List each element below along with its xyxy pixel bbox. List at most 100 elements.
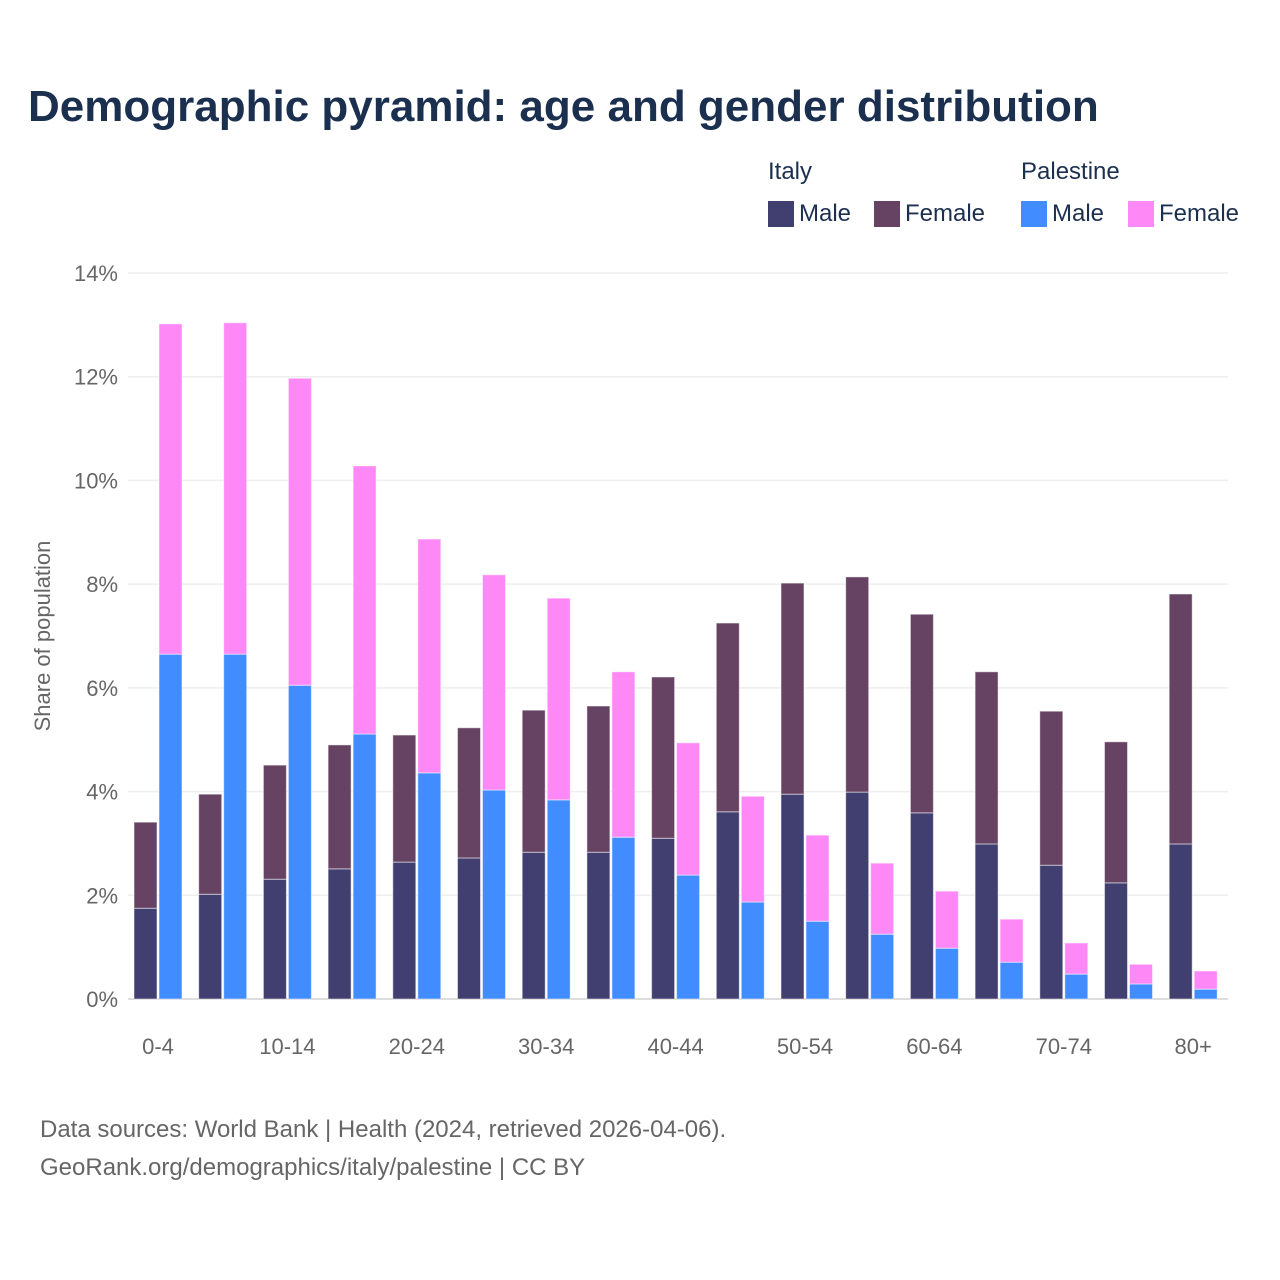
bar-italy-female (392, 734, 417, 863)
bar-italy-male (1104, 882, 1128, 1000)
bar-palestine-female (611, 671, 636, 838)
bar-italy-female (845, 576, 870, 793)
bar-palestine-female (805, 834, 830, 922)
bar-palestine-female (417, 538, 442, 774)
legend-palestine-male[interactable]: Male (1021, 200, 1104, 228)
y-tick-label: 0% (86, 987, 118, 1012)
legend-swatch (874, 201, 900, 227)
x-tick-label: 70-74 (1036, 1034, 1092, 1059)
bar-palestine-female (676, 742, 701, 876)
bar-italy-female (198, 793, 223, 895)
footer-credit[interactable]: GeoRank.org/demographics/italy/palestine… (40, 1154, 586, 1181)
y-tick-label: 6% (86, 676, 118, 701)
bar-italy-female (327, 744, 352, 870)
bar-palestine-female (740, 795, 765, 903)
x-tick-label: 60-64 (906, 1034, 962, 1059)
x-tick-label: 30-34 (518, 1034, 574, 1059)
bar-italy-female (715, 622, 740, 813)
bar-italy-female (651, 676, 676, 839)
bar-italy-male (651, 837, 676, 1000)
bar-italy-female (974, 671, 999, 845)
bar-italy-female (586, 705, 611, 853)
bar-palestine-female (870, 862, 895, 935)
bar-italy-male (715, 811, 740, 1000)
bar-italy-male (198, 893, 223, 1000)
y-axis-label: Share of population (30, 541, 55, 732)
bar-italy-female (1168, 593, 1193, 845)
legend-swatch (1021, 201, 1047, 227)
bar-italy-male (392, 861, 417, 1000)
bar-palestine-female (934, 890, 959, 949)
bar-palestine-female (287, 377, 312, 686)
bar-palestine-female (999, 918, 1024, 963)
legend-group-italy: Italy (768, 158, 813, 185)
x-tick-label: 50-54 (777, 1034, 833, 1059)
bar-italy-male (133, 907, 158, 1000)
bar-palestine-female (482, 574, 506, 791)
y-tick-label: 14% (74, 261, 118, 286)
legend-italy-female[interactable]: Female (874, 200, 985, 228)
bar-palestine-male (870, 933, 895, 1000)
bar-palestine-male (934, 947, 959, 1000)
bar-italy-female (133, 821, 158, 909)
bar-italy-male (327, 868, 352, 1000)
bar-italy-female (1104, 741, 1128, 884)
chart-title: Demographic pyramid: age and gender dist… (28, 82, 1099, 131)
bar-palestine-male (1064, 973, 1089, 1000)
bar-italy-female (909, 613, 934, 814)
bar-palestine-male (223, 653, 248, 1000)
bar-italy-female (1039, 710, 1064, 866)
x-tick-label: 20-24 (389, 1034, 445, 1059)
bar-palestine-female (1064, 942, 1089, 975)
x-tick-label: 40-44 (647, 1034, 703, 1059)
x-tick-label: 10-14 (259, 1034, 315, 1059)
bar-palestine-male (1129, 983, 1153, 1000)
bar-palestine-male (805, 920, 830, 1000)
bar-palestine-male (999, 961, 1024, 1000)
bar-italy-female (262, 764, 287, 880)
bar-palestine-female (158, 323, 183, 655)
legend-label: Female (1159, 200, 1240, 227)
bar-palestine-male (417, 772, 442, 1000)
x-tick-label: 80+ (1175, 1034, 1212, 1059)
bar-palestine-male (546, 799, 571, 1000)
y-tick-label: 12% (74, 365, 118, 390)
legend-label: Male (799, 200, 852, 227)
bar-palestine-male (158, 653, 183, 1000)
legend-italy-male[interactable]: Male (768, 200, 851, 228)
bar-palestine-male (611, 836, 636, 1000)
bar-palestine-female (1193, 970, 1218, 990)
y-tick-label: 10% (74, 468, 118, 493)
bar-italy-male (909, 812, 934, 1000)
bar-italy-male (1168, 843, 1193, 1000)
bar-palestine-female (223, 322, 248, 655)
y-tick-label: 2% (86, 883, 118, 908)
bar-italy-male (845, 791, 870, 1000)
legend-label: Female (905, 200, 986, 227)
bar-palestine-male (482, 789, 506, 1000)
bar-italy-male (780, 793, 805, 1000)
bar-palestine-female (1129, 963, 1153, 985)
bar-palestine-female (546, 597, 571, 801)
bar-palestine-male (676, 874, 701, 1000)
legend-palestine-female[interactable]: Female (1128, 200, 1239, 228)
bar-palestine-male (287, 684, 312, 1000)
bar-italy-male (521, 851, 546, 1000)
bar-italy-male (262, 878, 287, 1000)
y-tick-label: 8% (86, 572, 118, 597)
bar-italy-female (780, 582, 805, 795)
bar-palestine-male (740, 901, 765, 1000)
legend-group-palestine: Palestine (1021, 158, 1120, 185)
bar-italy-male (1039, 864, 1064, 1000)
bar-palestine-female (352, 465, 377, 735)
bar-palestine-male (1193, 988, 1218, 1000)
legend-swatch (1128, 201, 1154, 227)
bar-palestine-male (352, 733, 377, 1000)
x-tick-label: 0-4 (142, 1034, 174, 1059)
y-tick-label: 4% (86, 780, 118, 805)
bar-italy-female (457, 727, 481, 859)
legend-label: Male (1052, 200, 1105, 227)
bar-italy-female (521, 709, 546, 853)
